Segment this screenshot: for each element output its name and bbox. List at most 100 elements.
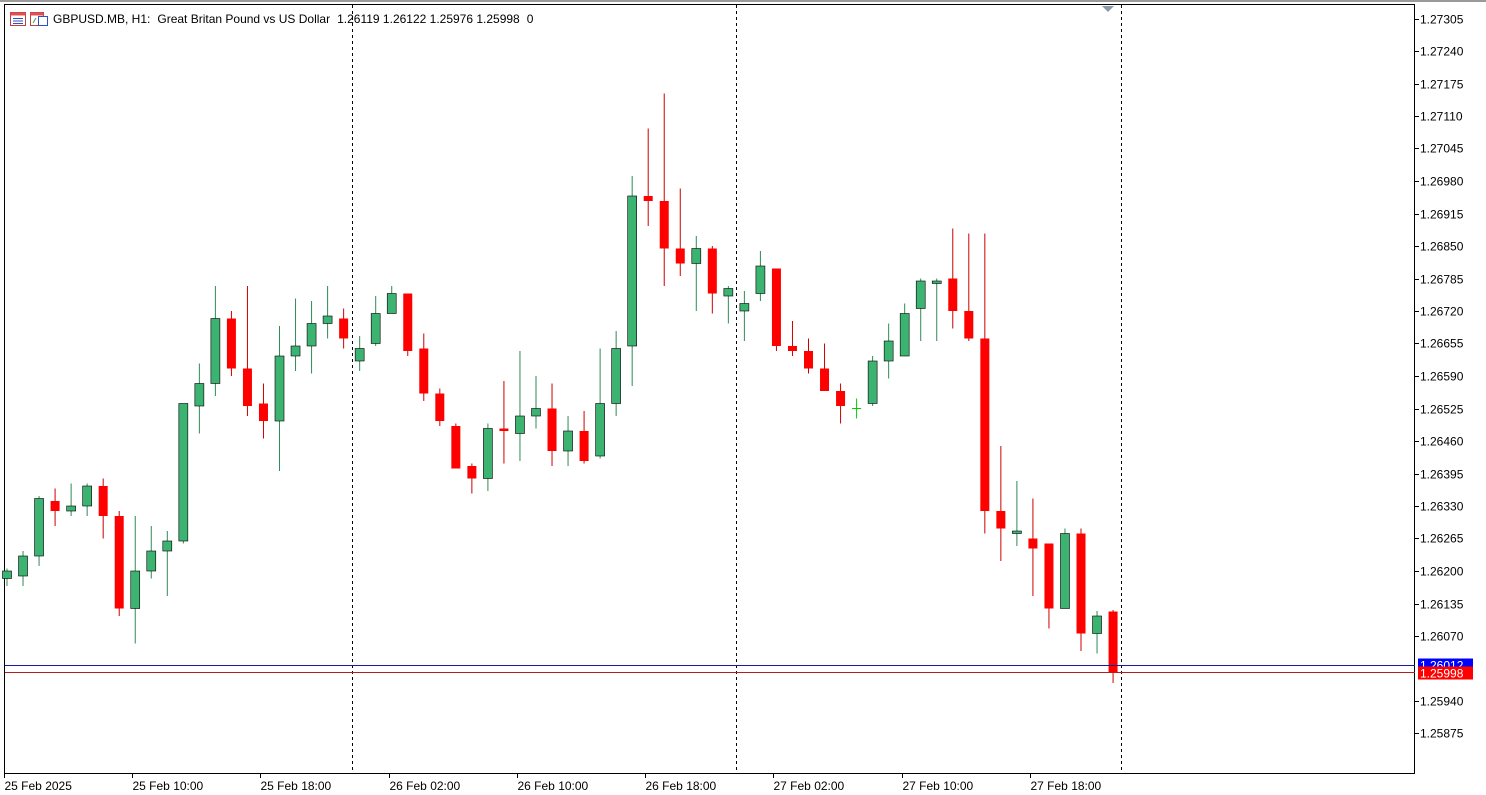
candle[interactable] — [146, 526, 157, 579]
candle[interactable] — [2, 568, 12, 587]
price-tick-label: 1.26330 — [1420, 500, 1464, 514]
price-tick-label: 1.26525 — [1420, 403, 1464, 417]
candle[interactable] — [723, 286, 734, 324]
candle[interactable] — [1108, 610, 1118, 683]
candle[interactable] — [194, 363, 205, 434]
candle-body — [50, 501, 60, 511]
candle-body — [66, 505, 76, 512]
candle[interactable] — [515, 351, 525, 461]
candle[interactable] — [531, 376, 541, 429]
candle[interactable] — [739, 291, 750, 341]
candle[interactable] — [66, 483, 76, 517]
price-tick-label: 1.27110 — [1420, 110, 1463, 124]
candle[interactable] — [804, 338, 813, 374]
candle[interactable] — [980, 233, 990, 534]
candle[interactable] — [659, 93, 669, 287]
candle[interactable] — [787, 321, 797, 356]
candle[interactable] — [419, 333, 429, 402]
candle[interactable] — [964, 233, 974, 342]
candle-body — [483, 428, 493, 479]
candle[interactable] — [130, 516, 141, 644]
candle[interactable] — [595, 348, 605, 459]
chart-header: GBPUSD.MB, H1: Great Britan Pound vs US … — [10, 10, 533, 28]
candle[interactable] — [627, 176, 637, 386]
candle[interactable] — [1060, 528, 1070, 609]
candle-body — [691, 248, 702, 264]
candle[interactable] — [899, 303, 910, 357]
candle[interactable] — [1044, 543, 1054, 629]
candle[interactable] — [883, 323, 894, 379]
candle[interactable] — [354, 336, 365, 371]
price-tick-label: 1.27240 — [1420, 45, 1464, 59]
candle-body — [1076, 533, 1086, 634]
candle[interactable] — [1028, 498, 1038, 597]
candle[interactable] — [996, 446, 1006, 561]
candle[interactable] — [931, 278, 942, 342]
candle[interactable] — [611, 331, 621, 416]
candle-body — [290, 345, 301, 357]
price-axis[interactable]: 1.27305 1.27240 1.27175 1.27110 1.27045 1.269… — [1415, 13, 1473, 741]
candle[interactable] — [403, 293, 413, 357]
candle-body — [707, 248, 717, 294]
candle[interactable] — [771, 268, 781, 352]
candle-body — [130, 570, 141, 609]
candle[interactable] — [915, 278, 926, 342]
candle[interactable] — [274, 326, 285, 471]
candle[interactable] — [114, 511, 124, 616]
candle[interactable] — [755, 251, 766, 301]
candle[interactable] — [675, 188, 685, 277]
candle[interactable] — [290, 298, 301, 372]
shift-marker-icon[interactable] — [1102, 6, 1114, 12]
chart-window-icon[interactable] — [30, 12, 48, 26]
candle[interactable] — [339, 308, 349, 349]
candle[interactable] — [563, 416, 573, 466]
candle[interactable] — [162, 531, 173, 596]
candle[interactable] — [852, 398, 862, 419]
candle[interactable] — [1076, 528, 1086, 652]
candle[interactable] — [178, 403, 189, 544]
candle[interactable] — [1012, 481, 1022, 546]
candle[interactable] — [707, 246, 717, 314]
candle-body — [899, 313, 910, 357]
candle[interactable] — [386, 286, 397, 314]
candle-body — [595, 403, 605, 457]
candle[interactable] — [306, 301, 317, 374]
candle-body — [836, 391, 846, 406]
candle-body — [386, 293, 397, 314]
candle[interactable] — [867, 356, 878, 406]
candle[interactable] — [499, 381, 509, 464]
candle[interactable] — [18, 551, 28, 586]
time-tick-label: 25 Feb 2025 — [5, 779, 73, 793]
candle[interactable] — [370, 296, 381, 346]
candle[interactable] — [82, 483, 92, 517]
candle-body — [499, 428, 509, 431]
candle[interactable] — [226, 311, 236, 376]
candle[interactable] — [820, 343, 830, 392]
candle[interactable] — [435, 388, 445, 427]
candle[interactable] — [547, 383, 557, 467]
time-axis[interactable]: 25 Feb 2025 25 Feb 10:00 25 Feb 18:00 26 Fe… — [4, 773, 1102, 793]
candle[interactable] — [50, 488, 60, 527]
time-tick-label: 26 Feb 18:00 — [646, 779, 717, 793]
candle[interactable] — [691, 236, 702, 311]
candle[interactable] — [258, 383, 268, 439]
candle[interactable] — [579, 411, 589, 464]
candle-body — [451, 426, 461, 469]
candle[interactable] — [34, 496, 44, 566]
candle-body — [723, 288, 734, 297]
price-tick-label: 1.26915 — [1420, 208, 1464, 222]
candle[interactable] — [210, 286, 221, 396]
candle[interactable] — [98, 478, 108, 539]
window-list-icon[interactable] — [10, 12, 26, 26]
candle[interactable] — [836, 383, 846, 424]
candle[interactable] — [242, 286, 252, 416]
candle[interactable] — [451, 423, 461, 469]
candles[interactable] — [2, 93, 1118, 684]
candle[interactable] — [948, 228, 958, 329]
candle[interactable] — [643, 128, 653, 227]
candle[interactable] — [483, 423, 493, 492]
candle[interactable] — [1092, 611, 1102, 654]
candle[interactable] — [322, 286, 333, 339]
candle[interactable] — [467, 463, 477, 494]
